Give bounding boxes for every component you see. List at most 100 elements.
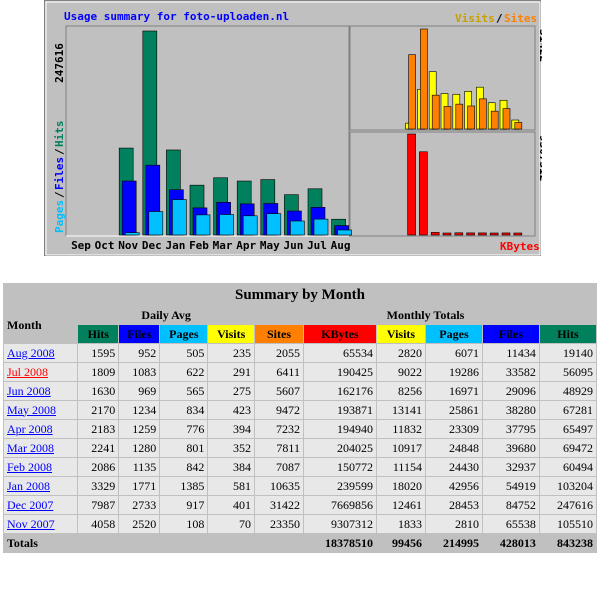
cell-kbytes: 9307312 <box>303 515 376 533</box>
usage-chart-svg: Usage summary for foto-uploaden.nl Visit… <box>45 1 542 256</box>
month-cell: Apr 2008 <box>4 420 78 438</box>
legend-slash: / <box>496 12 503 25</box>
cell-d-visits: 423 <box>208 401 254 419</box>
cell-d-hits: 1595 <box>78 344 119 362</box>
month-link[interactable]: May 2008 <box>7 402 56 417</box>
month-cell: Jan 2008 <box>4 477 78 495</box>
table-row: Mar 2008 2241 1280 801 352 7811 204025 10917 248… <box>4 439 596 457</box>
cell-d-files: 1771 <box>119 477 160 495</box>
bar-sites-may <box>479 98 487 130</box>
cell-sites: 7232 <box>255 420 303 438</box>
bar-kbytes-feb <box>442 232 452 236</box>
month-cell: Aug 2008 <box>4 344 78 362</box>
cell-d-hits: 4058 <box>78 515 119 533</box>
month-cell: Mar 2008 <box>4 439 78 457</box>
daily-avg-header: Daily Avg <box>78 307 254 324</box>
cell-d-visits: 384 <box>208 458 254 476</box>
col-total-sites: Sites <box>255 325 303 343</box>
cell-sites: 7811 <box>255 439 303 457</box>
month-link[interactable]: Nov 2007 <box>7 516 55 531</box>
kbytes-bars <box>407 133 523 236</box>
month-link[interactable]: Jan 2008 <box>7 478 50 493</box>
cell-hits: 48929 <box>539 382 596 400</box>
bar-kbytes-aug <box>513 232 523 236</box>
chart-bevel <box>45 1 541 256</box>
cell-hits: 65497 <box>539 420 596 438</box>
table-body: Aug 2008 1595 952 505 235 2055 65534 2820 6071 11… <box>4 344 596 533</box>
x-label-feb: Feb <box>189 239 209 252</box>
cell-files: 54919 <box>482 477 539 495</box>
cell-pages: 23309 <box>425 420 482 438</box>
month-link[interactable]: Jul 2008 <box>7 364 49 379</box>
cell-d-files: 969 <box>119 382 160 400</box>
cell-d-files: 1083 <box>119 363 160 381</box>
table-row: Apr 2008 2183 1259 776 394 7232 194940 11832 233… <box>4 420 596 438</box>
cell-d-pages: 776 <box>160 420 208 438</box>
visits-sites-legend: Visits / Sites <box>455 12 537 25</box>
cell-d-hits: 7987 <box>78 496 119 514</box>
month-axis-labels: Sep Oct Nov Dec Jan Feb Mar Apr May Jun Jul Aug <box>71 239 350 252</box>
cell-d-pages: 108 <box>160 515 208 533</box>
legend-sites: Sites <box>504 12 537 25</box>
x-label-dec: Dec <box>142 239 162 252</box>
bar-pages-mar <box>219 214 234 236</box>
totals-kbytes: 18378510 <box>303 534 376 552</box>
cell-hits: 69472 <box>539 439 596 457</box>
totals-pages: 214995 <box>425 534 482 552</box>
month-link[interactable]: Mar 2008 <box>7 440 54 455</box>
cell-kbytes: 162176 <box>303 382 376 400</box>
col-daily-files: Files <box>119 325 160 343</box>
cell-d-pages: 622 <box>160 363 208 381</box>
cell-pages: 28453 <box>425 496 482 514</box>
month-link[interactable]: Aug 2008 <box>7 345 55 360</box>
month-column-header: Month <box>4 307 78 343</box>
x-label-jun: Jun <box>283 239 303 252</box>
cell-files: 29096 <box>482 382 539 400</box>
cell-d-files: 2733 <box>119 496 160 514</box>
col-total-kbytes: KBytes <box>303 325 376 343</box>
bar-pages-may <box>266 213 282 236</box>
cell-kbytes: 65534 <box>303 344 376 362</box>
cell-pages: 16971 <box>425 382 482 400</box>
cell-visits: 18020 <box>376 477 425 495</box>
cell-hits: 105510 <box>539 515 596 533</box>
cell-d-hits: 1809 <box>78 363 119 381</box>
cell-visits: 2820 <box>376 344 425 362</box>
month-link[interactable]: Apr 2008 <box>7 421 53 436</box>
cell-pages: 24848 <box>425 439 482 457</box>
totals-label: Totals <box>4 534 303 552</box>
month-link[interactable]: Feb 2008 <box>7 459 52 474</box>
legend-pages: Pages <box>53 200 66 233</box>
cell-d-pages: 842 <box>160 458 208 476</box>
kbytes-panel <box>349 131 536 237</box>
cell-sites: 9472 <box>255 401 303 419</box>
cell-d-visits: 275 <box>208 382 254 400</box>
col-daily-hits: Hits <box>78 325 119 343</box>
totals-visits: 99456 <box>376 534 425 552</box>
totals-files: 428013 <box>482 534 539 552</box>
cell-pages: 6071 <box>425 344 482 362</box>
month-cell: Jul 2008 <box>4 363 78 381</box>
bar-sites-jan <box>431 94 440 130</box>
right-top-max-label: 31422 <box>537 29 542 62</box>
cell-files: 84752 <box>482 496 539 514</box>
bar-sites-aug <box>514 122 523 130</box>
month-link[interactable]: Jun 2008 <box>7 383 51 398</box>
left-series-legend: Pages / Files / Hits <box>53 121 66 234</box>
x-label-sep: Sep <box>71 239 91 252</box>
bar-sites-dec <box>420 28 428 130</box>
bar-pages-jan <box>172 199 187 236</box>
cell-d-files: 1259 <box>119 420 160 438</box>
table-title: Summary by Month <box>4 284 596 306</box>
left-axis-max-label: 247616 <box>53 43 66 83</box>
cell-visits: 1833 <box>376 515 425 533</box>
cell-visits: 8256 <box>376 382 425 400</box>
cell-pages: 19286 <box>425 363 482 381</box>
cell-kbytes: 204025 <box>303 439 376 457</box>
cell-d-visits: 394 <box>208 420 254 438</box>
bar-kbytes-may <box>478 232 487 236</box>
bar-pages-nov <box>124 232 140 236</box>
summary-table: Summary by Month Month Daily Avg Monthly… <box>3 283 597 553</box>
cell-d-hits: 2170 <box>78 401 119 419</box>
month-link[interactable]: Dec 2007 <box>7 497 54 512</box>
